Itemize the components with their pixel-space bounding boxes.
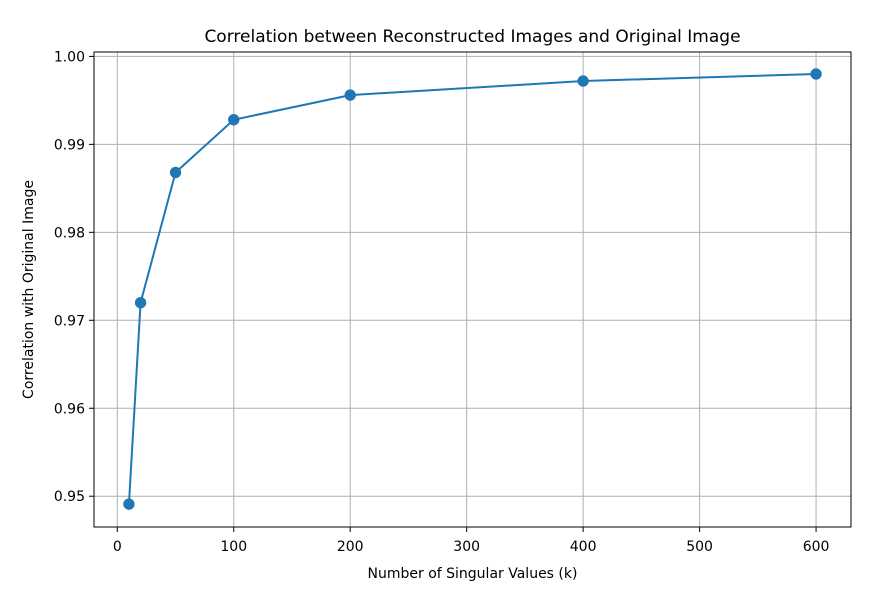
data-point-marker — [123, 498, 135, 510]
y-tick-label: 0.97 — [54, 313, 85, 329]
x-tick-label: 100 — [220, 539, 247, 555]
data-point-marker — [344, 89, 356, 101]
y-tick-label: 0.96 — [54, 401, 85, 417]
x-tick-label: 600 — [803, 539, 830, 555]
plot-frame — [93, 51, 852, 528]
data-point-marker — [577, 75, 589, 87]
data-point-marker — [134, 296, 147, 309]
y-axis-label: Correlation with Original Image — [21, 180, 37, 399]
data-point-marker — [169, 166, 182, 179]
series-layer — [123, 68, 822, 510]
y-tick-label: 1.00 — [54, 49, 85, 65]
data-point-marker — [228, 113, 240, 126]
x-tick-label: 0 — [113, 539, 122, 555]
y-tick-label: 0.98 — [54, 225, 85, 241]
grid — [94, 52, 851, 527]
x-tick-label: 400 — [570, 539, 597, 555]
x-tick-label: 300 — [453, 539, 480, 555]
tick-layer: 0 100 200 300 400 500 600 0.95 0.96 0.97 0.98 0.99 1… — [54, 49, 830, 555]
chart-title: Correlation between Reconstructed Images… — [204, 27, 740, 47]
x-axis-label: Number of Singular Values (k) — [368, 566, 578, 582]
y-tick-label: 0.99 — [54, 137, 85, 153]
x-tick-label: 200 — [337, 539, 364, 555]
x-tick-label: 500 — [686, 539, 713, 555]
y-tick-label: 0.95 — [54, 489, 85, 505]
data-point-marker — [810, 68, 822, 80]
